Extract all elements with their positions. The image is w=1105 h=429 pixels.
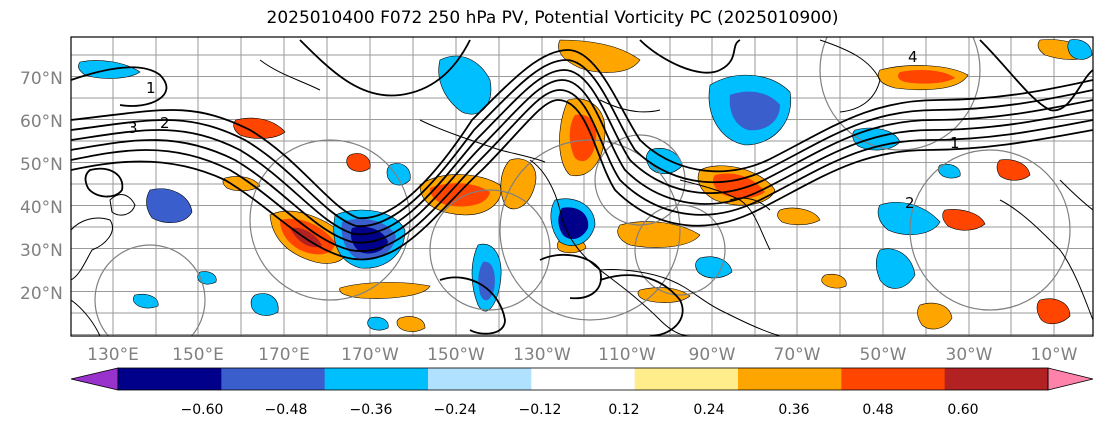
lon-label: 170°E (258, 345, 310, 365)
colorbar (70, 367, 1094, 391)
positive-anomaly (569, 114, 597, 162)
coastlines (71, 39, 1093, 336)
positive-anomaly (222, 176, 261, 192)
contour-label: 2 (160, 114, 170, 132)
colorbar-segment (221, 368, 326, 390)
map-title: 2025010400 F072 250 hPa PV, Potential Vo… (266, 8, 839, 28)
colorbar-segment (841, 368, 946, 390)
colorbar-extend-max (1047, 367, 1094, 391)
colorbar-tick-label: −0.12 (519, 402, 562, 418)
lon-label: 150°W (427, 345, 485, 365)
negative-anomaly (197, 271, 217, 285)
colorbar-segment (531, 368, 636, 390)
negative-anomaly (250, 293, 279, 316)
colorbar-tick-labels: −0.60 −0.48 −0.36 −0.24 −0.12 0.12 0.24 … (181, 402, 979, 418)
negative-anomaly (133, 293, 159, 309)
map-frame (70, 36, 1094, 337)
pv-shading (78, 39, 1093, 332)
lat-label: 30°N (20, 241, 63, 261)
negative-anomaly (875, 248, 916, 289)
colorbar-tick-label: 0.24 (693, 402, 724, 418)
positive-anomaly (996, 159, 1031, 181)
colorbar-tick-label: 0.12 (608, 402, 639, 418)
colorbar-segment (118, 368, 222, 390)
lon-label: 150°E (172, 345, 224, 365)
lon-label: 130°E (87, 345, 139, 365)
colorbar-segment (944, 368, 1049, 390)
lon-label: 130°W (513, 345, 571, 365)
negative-anomaly (1067, 39, 1093, 60)
positive-anomaly (346, 153, 371, 172)
latitude-labels: 70°N 60°N 50°N 40°N 30°N 20°N (20, 69, 63, 304)
lon-label: 110°W (598, 345, 656, 365)
colorbar-tick-label: −0.36 (350, 402, 393, 418)
negative-anomaly (729, 91, 780, 131)
positive-anomaly (1036, 298, 1071, 325)
colorbar-extend-min (70, 367, 119, 391)
lat-label: 60°N (20, 112, 63, 132)
colorbar-tick-label: −0.48 (265, 402, 308, 418)
contour-label: 1 (146, 79, 156, 97)
negative-anomaly (367, 316, 389, 331)
positive-anomaly (777, 207, 821, 226)
lon-label: 90°W (689, 345, 736, 365)
colorbar-tick-label: 0.60 (947, 402, 978, 418)
lon-label: 30°W (946, 345, 993, 365)
lon-label: 170°W (341, 345, 399, 365)
contour-label: 4 (908, 48, 918, 66)
colorbar-segment (428, 368, 532, 390)
negative-anomaly (146, 188, 193, 223)
lat-label: 20°N (20, 284, 63, 304)
positive-anomaly (821, 273, 847, 289)
colorbar-border (117, 367, 1049, 391)
lat-label: 40°N (20, 198, 63, 218)
positive-anomaly (396, 316, 426, 332)
negative-anomaly (350, 226, 388, 254)
negative-anomaly (558, 207, 589, 240)
positive-anomaly (917, 302, 953, 330)
colorbar-tick-label: −0.60 (181, 402, 224, 418)
contour-labels: 1 2 3 4 1 2 (128, 48, 960, 212)
positive-anomaly (897, 70, 955, 84)
colorbar-segment (634, 368, 739, 390)
lon-label: 70°W (774, 345, 821, 365)
pv-contours (71, 39, 1093, 336)
lon-label: 50°W (860, 345, 907, 365)
positive-anomaly (430, 183, 490, 207)
colorbar-tick-label: 0.48 (862, 402, 893, 418)
longitude-labels: 130°E 150°E 170°E 170°W 150°W 130°W 110°… (87, 345, 1078, 365)
positive-anomaly (339, 282, 431, 299)
lon-label: 10°W (1031, 345, 1078, 365)
colorbar-tick-label: −0.24 (434, 402, 477, 418)
negative-anomaly (386, 163, 411, 186)
reference-circles (94, 37, 1071, 336)
contour-label: 1 (950, 134, 960, 152)
contour-label: 3 (128, 119, 138, 137)
colorbar-segment (738, 368, 842, 390)
contour-label: 2 (905, 194, 915, 212)
lat-label: 70°N (20, 69, 63, 89)
colorbar-segment (324, 368, 429, 390)
lat-label: 50°N (20, 155, 63, 175)
positive-anomaly (942, 209, 986, 231)
negative-anomaly (877, 202, 941, 235)
colorbar-tick-label: 0.36 (778, 402, 809, 418)
